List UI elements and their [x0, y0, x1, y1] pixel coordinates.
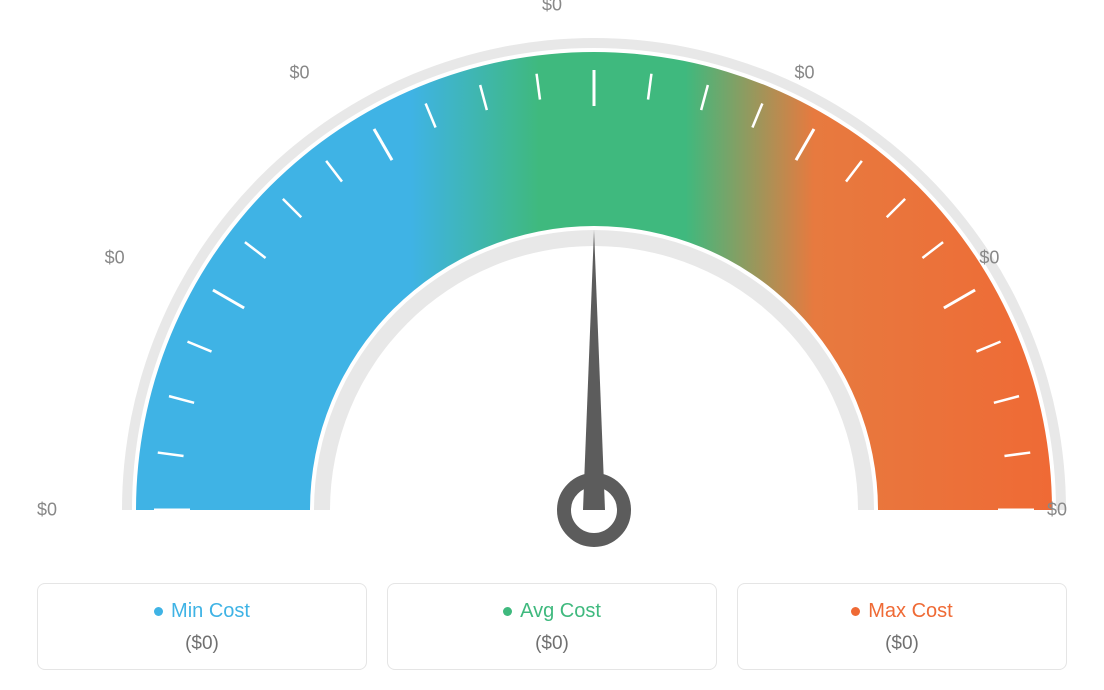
- legend-dot-min: [154, 607, 163, 616]
- legend-label-min: Min Cost: [171, 600, 250, 623]
- legend-value-max: ($0): [738, 633, 1066, 655]
- legend-card-avg: Avg Cost ($0): [387, 583, 717, 670]
- legend-label-avg: Avg Cost: [520, 600, 601, 623]
- legend-card-max: Max Cost ($0): [737, 583, 1067, 670]
- legend-dot-avg: [503, 607, 512, 616]
- legend-card-min: Min Cost ($0): [37, 583, 367, 670]
- legend-title-max: Max Cost: [851, 600, 952, 623]
- gauge-tick-label: $0: [37, 500, 57, 521]
- legend-value-min: ($0): [38, 633, 366, 655]
- gauge-tick-label: $0: [105, 247, 125, 268]
- gauge-tick-label: $0: [289, 62, 309, 83]
- gauge-area: $0$0$0$0$0$0$0: [42, 0, 1062, 560]
- gauge-tick-label: $0: [1047, 500, 1067, 521]
- legend-row: Min Cost ($0) Avg Cost ($0) Max Cost ($0…: [37, 583, 1067, 670]
- legend-label-max: Max Cost: [868, 600, 952, 623]
- gauge-tick-label: $0: [794, 62, 814, 83]
- gauge-chart-container: $0 $0 $0 $0 $0 $0 $0 Min Cost ($0) Avg Cost ($…: [0, 0, 1104, 690]
- legend-value-avg: ($0): [388, 633, 716, 655]
- legend-dot-max: [851, 607, 860, 616]
- legend-title-min: Min Cost: [154, 600, 250, 623]
- legend-title-avg: Avg Cost: [503, 600, 601, 623]
- gauge-tick-label: $0: [979, 247, 999, 268]
- gauge-svg: [42, 0, 1104, 560]
- gauge-tick-label: $0: [542, 0, 562, 16]
